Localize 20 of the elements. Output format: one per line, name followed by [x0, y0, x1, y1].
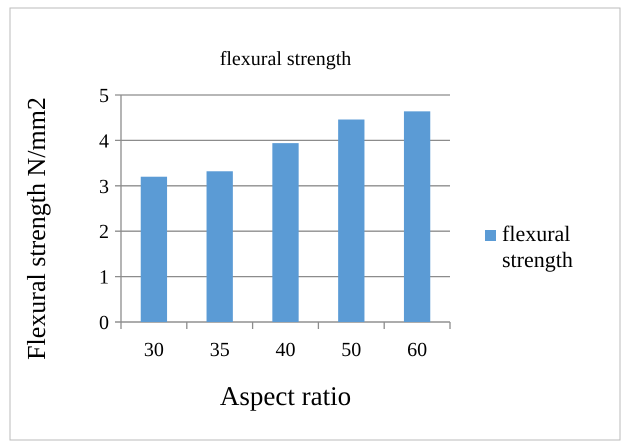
x-axis-title: Aspect ratio	[220, 381, 352, 411]
bar	[338, 120, 364, 322]
y-tick-label: 1	[99, 266, 109, 289]
bar	[404, 111, 430, 322]
bar	[272, 143, 299, 322]
bar	[140, 176, 168, 322]
y-axis-title: Flexural strength N/mm2	[22, 97, 51, 360]
x-tick-label: 35	[210, 339, 230, 361]
y-tick-label: 0	[99, 312, 109, 334]
x-tick-label: 30	[144, 339, 164, 361]
bar	[206, 171, 233, 322]
y-tick-label: 4	[99, 130, 109, 152]
y-tick-label: 2	[99, 221, 109, 244]
x-tick-label: 60	[407, 339, 428, 361]
legend-label: flexural strength	[502, 221, 573, 272]
x-tick-label: 50	[341, 339, 362, 361]
y-tick-label: 3	[99, 176, 109, 198]
chart-title: flexural strength	[220, 48, 352, 70]
y-tick-label: 5	[99, 85, 109, 107]
x-tick-label: 40	[276, 339, 296, 361]
